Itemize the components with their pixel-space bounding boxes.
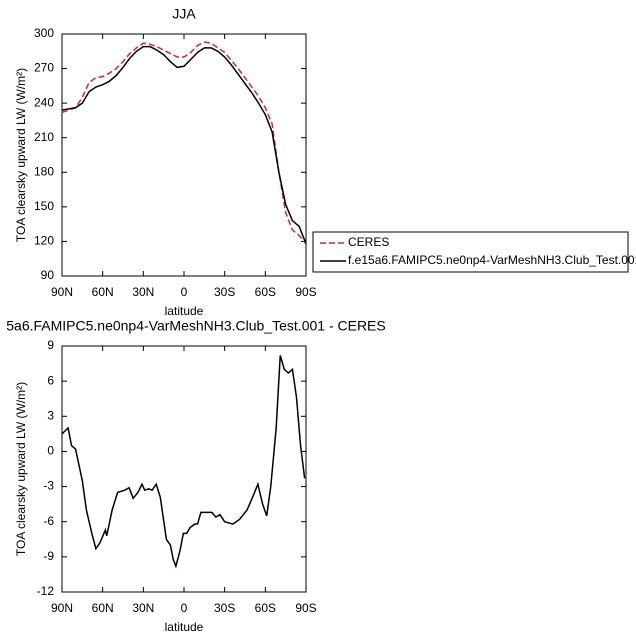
- x-tick-label: 30N: [132, 601, 154, 615]
- x-tick-label: 60N: [92, 601, 114, 615]
- y-tick-label: 210: [34, 130, 54, 144]
- y-tick-label: -6: [43, 514, 54, 528]
- x-tick-label: 30S: [214, 285, 235, 299]
- x-tick-label: 60S: [255, 285, 276, 299]
- y-tick-label: -9: [43, 549, 54, 563]
- legend-box: [312, 231, 629, 273]
- y-axis-label: TOA clearsky upward LW (W/m²): [14, 68, 28, 242]
- x-tick-label: 0: [181, 601, 188, 615]
- y-tick-label: -12: [37, 584, 55, 598]
- x-tick-label: 90S: [295, 601, 316, 615]
- y-tick-label: 3: [47, 408, 54, 422]
- legend-label: CERES: [348, 235, 389, 249]
- x-tick-label: 90S: [295, 285, 316, 299]
- x-tick-label: 0: [181, 285, 188, 299]
- y-tick-label: -3: [43, 479, 54, 493]
- chart-title: JJA: [172, 6, 196, 22]
- x-axis-label: latitude: [165, 304, 204, 318]
- x-tick-label: 30N: [132, 285, 154, 299]
- plot-frame: [61, 33, 307, 277]
- y-tick-label: 270: [34, 61, 54, 75]
- y-tick-label: 6: [47, 373, 54, 387]
- y-tick-label: 240: [34, 95, 54, 109]
- chart-title: 5a6.FAMIPC5.ne0np4-VarMeshNH3.Club_Test.…: [6, 318, 385, 334]
- y-tick-label: 9: [47, 338, 54, 352]
- y-tick-label: 0: [47, 444, 54, 458]
- y-tick-label: 300: [34, 26, 54, 40]
- data-line: [61, 41, 307, 245]
- data-line: [61, 355, 306, 569]
- x-tick-label: 30S: [214, 601, 235, 615]
- y-axis-label: TOA clearsky upward LW (W/m²): [14, 382, 28, 556]
- y-tick-label: 120: [34, 234, 54, 248]
- x-tick-label: 60S: [255, 601, 276, 615]
- y-tick-label: 180: [34, 164, 54, 178]
- x-tick-label: 90N: [51, 285, 73, 299]
- legend-label: f.e15a6.FAMIPC5.ne0np4-VarMeshNH3.Club_T…: [348, 253, 636, 267]
- y-tick-label: 150: [34, 199, 54, 213]
- y-tick-label: 90: [41, 268, 55, 282]
- x-tick-label: 60N: [92, 285, 114, 299]
- data-line: [61, 45, 307, 245]
- plot-frame: [61, 345, 307, 593]
- x-tick-label: 90N: [51, 601, 73, 615]
- x-axis-label: latitude: [165, 620, 204, 634]
